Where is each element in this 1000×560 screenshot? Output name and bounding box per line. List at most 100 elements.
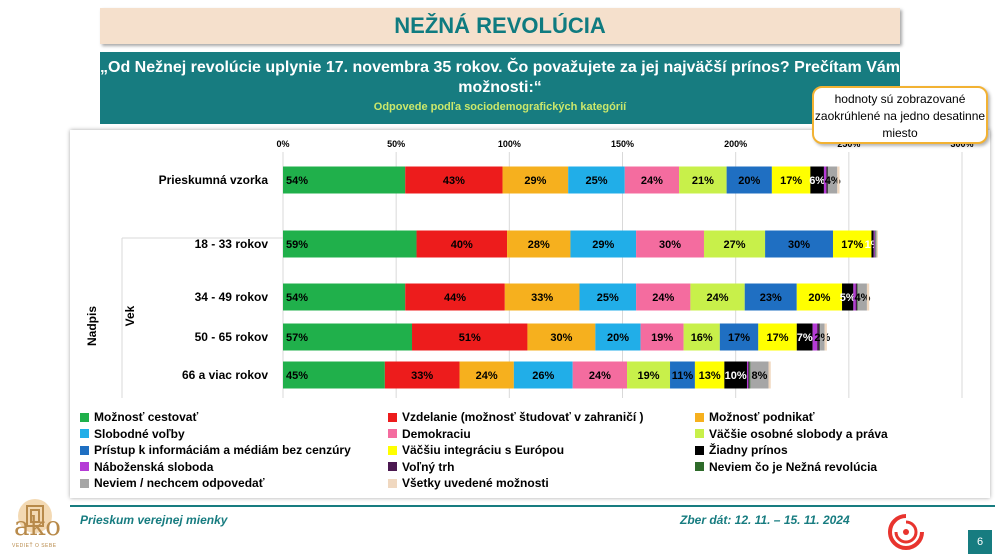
bar-segment: [857, 283, 867, 311]
legend-label: Slobodné voľby: [94, 426, 185, 441]
bar-segment: [627, 361, 671, 389]
bar-segment: [726, 166, 772, 194]
bar-segment: [694, 361, 725, 389]
bar-segment: [746, 361, 749, 389]
legend-swatch: [388, 462, 397, 471]
data-label: 10%: [725, 370, 747, 382]
data-label: 17%: [841, 239, 863, 251]
legend-item: Slobodné voľby: [80, 427, 185, 441]
data-label: 4%: [854, 292, 870, 304]
bar-segment: [853, 283, 856, 311]
bar-segment: [283, 323, 413, 351]
legend-item: Vzdelanie (možnosť študovať v zahraničí …: [388, 410, 644, 424]
bar-segment: [812, 323, 818, 351]
data-label: 44%: [444, 292, 466, 304]
data-label: 24%: [589, 370, 611, 382]
bar-segment: [595, 323, 641, 351]
bar-segment: [568, 166, 625, 194]
bar-segment: [719, 323, 759, 351]
bar-segment: [796, 323, 813, 351]
ako-logo-icon: [18, 499, 52, 533]
legend-swatch: [695, 429, 704, 438]
bar-segment: [683, 323, 720, 351]
bar-segment: [640, 323, 684, 351]
bar-segment: [817, 323, 820, 351]
data-label: 20%: [738, 175, 760, 187]
footer-divider: [70, 505, 995, 507]
bar-segment: [670, 361, 695, 389]
data-label: 19%: [638, 370, 660, 382]
category-label: 50 - 65 rokov: [195, 330, 269, 344]
category-label: 66 a viac rokov: [182, 368, 268, 382]
data-label: 54%: [286, 292, 308, 304]
legend-label: Neviem čo je Nežná revolúcia: [709, 459, 878, 474]
bar-segment: [832, 230, 872, 258]
data-label: 16%: [691, 332, 713, 344]
data-label: 1%: [865, 239, 881, 251]
data-label: 24%: [707, 292, 729, 304]
bar-segment: [810, 166, 824, 194]
data-label: 8%: [751, 370, 767, 382]
legend-label: Voľný trh: [402, 459, 455, 474]
bar-segment: [876, 230, 879, 258]
bar-segment: [507, 230, 571, 258]
bar-segment: [703, 230, 766, 258]
x-tick-label: 150%: [611, 139, 634, 149]
bar-segment: [819, 323, 821, 351]
axis-group-label: Nadpis: [85, 306, 99, 346]
legend-label: Väčšiu integráciu s Európou: [402, 443, 565, 457]
chart-subtitle: Odpovede podľa sociodemografických kateg…: [373, 101, 627, 113]
bar-segment: [771, 166, 811, 194]
legend-item: Možnosť podnikať: [695, 410, 815, 424]
bar-segment: [412, 323, 528, 351]
legend-item: Neviem / nechcem odpovedať: [80, 476, 264, 490]
bar-segment: [724, 361, 747, 389]
bar-segment: [765, 230, 833, 258]
legend-swatch: [388, 478, 397, 488]
bar-segment: [690, 283, 745, 311]
data-label: 25%: [597, 292, 619, 304]
data-label: 2%: [814, 332, 830, 344]
legend-label: Demokraciu: [402, 426, 471, 441]
legend-swatch: [388, 429, 397, 438]
bar-segment: [758, 323, 797, 351]
swirl-logo-icon: [888, 514, 924, 550]
bar-segment: [283, 166, 406, 194]
bar-segment: [283, 230, 417, 258]
bar-segment: [502, 166, 569, 194]
x-tick-label: 300%: [950, 139, 973, 149]
data-label: 27%: [724, 239, 746, 251]
legend-swatch: [80, 412, 89, 422]
legend-item: Neviem čo je Nežná revolúcia: [695, 460, 877, 474]
legend-label: Všetky uvedené možnosti: [402, 476, 549, 490]
data-label: 45%: [286, 370, 308, 382]
bar-segment: [572, 361, 628, 389]
bar-segment: [873, 230, 875, 258]
data-label: 17%: [767, 332, 789, 344]
x-tick-label: 100%: [498, 139, 521, 149]
category-label: Prieskumná vzorka: [159, 173, 269, 187]
bar-segment: [842, 283, 854, 311]
data-label: 30%: [788, 239, 810, 251]
legend-item: Demokraciu: [388, 427, 471, 441]
bar-segment: [283, 283, 406, 311]
bar-segment: [513, 361, 573, 389]
legend-swatch: [80, 429, 89, 438]
bar-segment: [405, 166, 503, 194]
legend-item: Voľný trh: [388, 460, 454, 474]
footer-survey-label: Prieskum verejnej mienky: [80, 513, 228, 527]
bar-segment: [866, 283, 870, 311]
x-tick-label: 50%: [387, 139, 405, 149]
bar-segment: [570, 230, 637, 258]
legend-swatch: [695, 462, 704, 471]
data-label: 29%: [592, 239, 614, 251]
data-label: 51%: [459, 332, 481, 344]
legend-swatch: [695, 412, 704, 422]
legend-item: Všetky uvedené možnosti: [388, 476, 549, 490]
legend-swatch: [80, 462, 89, 471]
question-banner: „Od Nežnej revolúcie uplynie 17. novembr…: [100, 52, 900, 124]
legend-label: Žiadny prínos: [709, 443, 788, 457]
bar-segment: [796, 283, 843, 311]
data-label: 57%: [286, 332, 308, 344]
bar-segment: [405, 283, 505, 311]
